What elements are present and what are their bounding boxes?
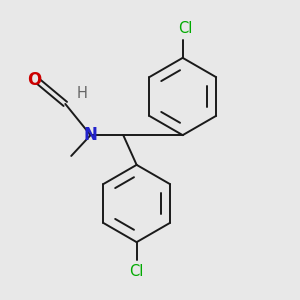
Text: Cl: Cl [178,21,193,36]
Text: O: O [27,71,41,89]
Text: N: N [84,126,98,144]
Text: Cl: Cl [129,264,144,279]
Text: H: H [76,86,87,101]
